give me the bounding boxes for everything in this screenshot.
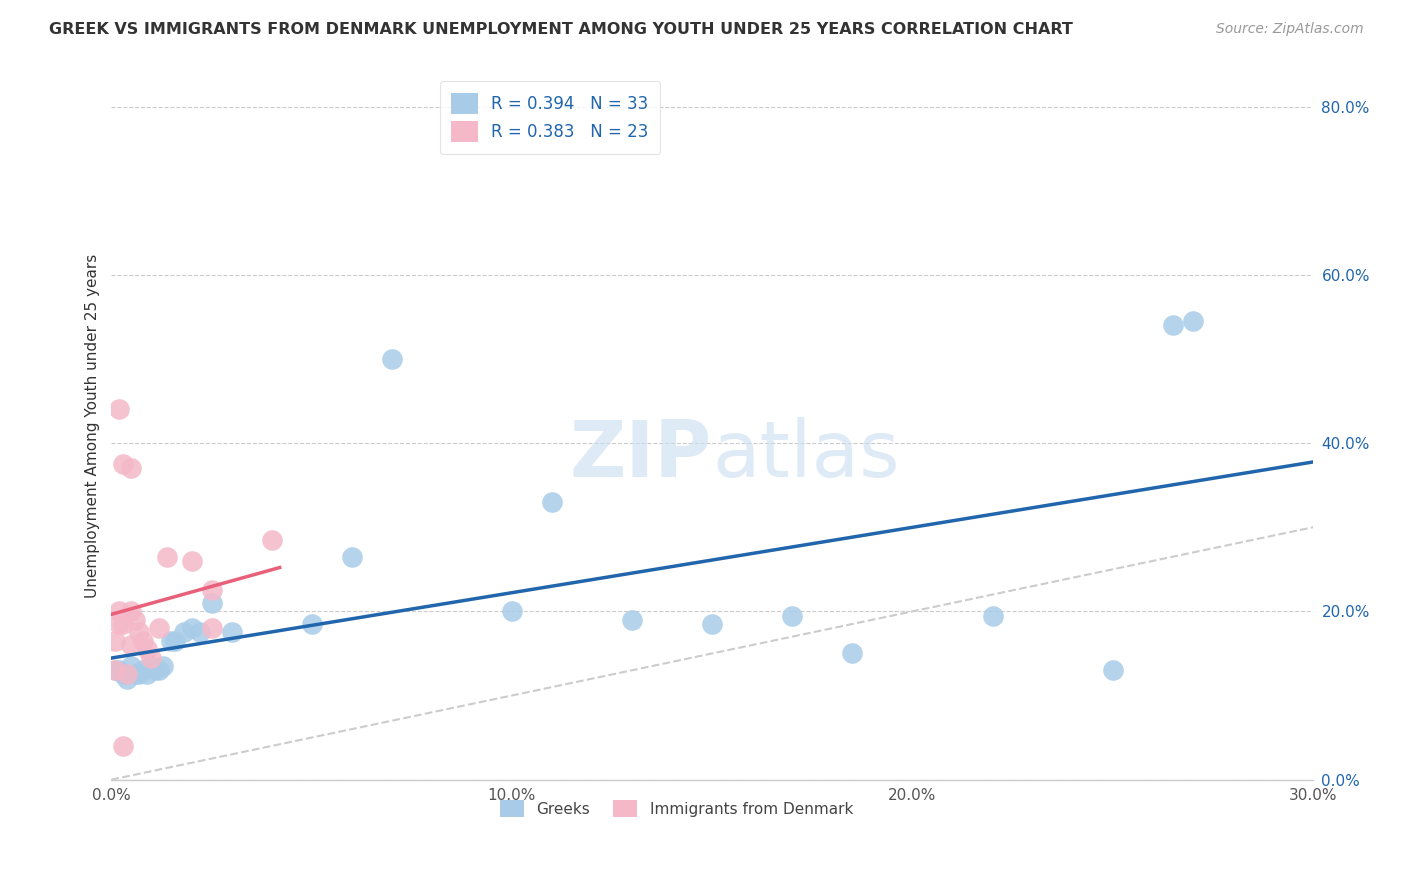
Point	[541, 495, 564, 509]
Point	[180, 554, 202, 568]
Point	[381, 351, 404, 366]
Point	[120, 604, 142, 618]
Point	[981, 608, 1004, 623]
Point	[128, 625, 150, 640]
Point	[1101, 663, 1123, 677]
Point	[621, 613, 644, 627]
Point	[160, 633, 183, 648]
Point	[221, 625, 243, 640]
Legend: Greeks, Immigrants from Denmark: Greeks, Immigrants from Denmark	[492, 792, 860, 825]
Point	[156, 549, 179, 564]
Point	[136, 642, 159, 657]
Point	[200, 583, 222, 598]
Point	[200, 596, 222, 610]
Point	[104, 663, 127, 677]
Point	[117, 667, 139, 681]
Point	[200, 621, 222, 635]
Point	[117, 672, 139, 686]
Point	[173, 625, 195, 640]
Text: atlas: atlas	[713, 417, 900, 492]
Point	[152, 659, 174, 673]
Point	[108, 604, 131, 618]
Point	[782, 608, 804, 623]
Point	[340, 549, 363, 564]
Point	[165, 633, 187, 648]
Point	[141, 659, 163, 673]
Point	[104, 663, 127, 677]
Point	[120, 638, 142, 652]
Point	[128, 667, 150, 681]
Point	[112, 617, 135, 632]
Point	[841, 647, 863, 661]
Point	[148, 621, 170, 635]
Point	[120, 461, 142, 475]
Point	[180, 621, 202, 635]
Point	[120, 659, 142, 673]
Point	[141, 650, 163, 665]
Point	[260, 533, 283, 547]
Point	[501, 604, 523, 618]
Point	[112, 739, 135, 753]
Point	[301, 617, 323, 632]
Y-axis label: Unemployment Among Youth under 25 years: Unemployment Among Youth under 25 years	[86, 254, 100, 599]
Point	[112, 667, 135, 681]
Text: GREEK VS IMMIGRANTS FROM DENMARK UNEMPLOYMENT AMONG YOUTH UNDER 25 YEARS CORRELA: GREEK VS IMMIGRANTS FROM DENMARK UNEMPLO…	[49, 22, 1073, 37]
Point	[702, 617, 724, 632]
Point	[132, 663, 155, 677]
Point	[108, 402, 131, 417]
Point	[104, 633, 127, 648]
Point	[108, 663, 131, 677]
Point	[136, 667, 159, 681]
Point	[1161, 318, 1184, 333]
Text: ZIP: ZIP	[569, 417, 713, 492]
Point	[132, 633, 155, 648]
Point	[1181, 314, 1204, 328]
Point	[148, 663, 170, 677]
Point	[145, 663, 167, 677]
Point	[108, 617, 131, 632]
Text: Source: ZipAtlas.com: Source: ZipAtlas.com	[1216, 22, 1364, 37]
Point	[188, 625, 211, 640]
Point	[124, 613, 146, 627]
Point	[112, 457, 135, 471]
Point	[124, 667, 146, 681]
